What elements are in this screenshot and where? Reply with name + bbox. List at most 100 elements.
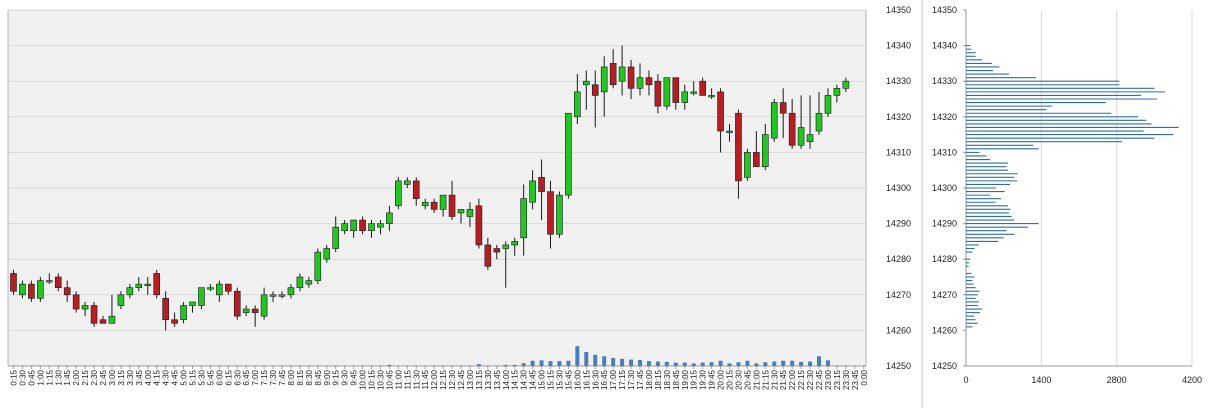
candle-body xyxy=(127,288,133,295)
candle-body xyxy=(28,284,34,298)
x-tick-label: 23:15 xyxy=(833,369,842,390)
x-tick-label: 5:15 xyxy=(189,369,198,385)
x-tick-label: 1:30 xyxy=(54,369,63,385)
x-tick-label: 5:45 xyxy=(206,369,215,385)
x-tick-label: 14:45 xyxy=(529,369,538,390)
candle-body xyxy=(118,295,124,306)
candle-body xyxy=(664,78,670,106)
x-tick-label: 14:00 xyxy=(502,369,511,390)
candle-body xyxy=(628,67,634,88)
y-tick-label: 14320 xyxy=(886,112,911,122)
volume-bar xyxy=(504,365,508,366)
x-tick-label: 16:15 xyxy=(582,369,591,390)
volume-bar xyxy=(513,365,517,366)
x-tick-label: 8:15 xyxy=(296,369,305,385)
candle-body xyxy=(261,295,267,316)
candle-body xyxy=(700,81,706,95)
x-tick-label: 11:15 xyxy=(403,369,412,389)
y-tick-label: 14290 xyxy=(886,219,911,229)
x-tick-label: 16:00 xyxy=(573,369,582,390)
candle-body xyxy=(19,284,25,295)
x-tick-label: 7:00 xyxy=(251,369,260,385)
volume-bar xyxy=(754,363,758,366)
x-tick-label: 22:45 xyxy=(815,369,824,390)
y-tick-label: 14280 xyxy=(886,254,911,264)
volume-bar xyxy=(629,360,633,366)
candle-body xyxy=(386,213,392,224)
candle-body xyxy=(789,113,795,145)
volume-bar xyxy=(522,363,526,366)
x-tick-label: 8:00 xyxy=(287,369,296,385)
x-tick-label: 20:30 xyxy=(734,369,743,390)
candle-body xyxy=(100,320,106,324)
candle-body xyxy=(709,95,715,97)
x-tick-label: 6:15 xyxy=(224,369,233,385)
y-tick-label: 14290 xyxy=(932,219,957,229)
x-tick-label: 3:30 xyxy=(126,369,135,385)
candle-body xyxy=(691,92,697,94)
candle-body xyxy=(503,245,509,249)
volume-bar xyxy=(647,361,651,366)
x-tick-label: 7:30 xyxy=(269,369,278,385)
x-tick-label: 8:30 xyxy=(305,369,314,385)
candle-body xyxy=(216,284,222,295)
x-tick-label: 21:15 xyxy=(761,369,770,390)
x-tick-label: 1:00 xyxy=(36,369,45,385)
x-tick-label: 11:45 xyxy=(421,369,430,389)
x-tick-label: 6:00 xyxy=(215,369,224,385)
volume-bar xyxy=(602,356,606,366)
volume-bar xyxy=(665,362,669,366)
x-tick-label: 2:15 xyxy=(81,369,90,385)
x-tick-label: 12:45 xyxy=(457,369,466,390)
x-tick-label: 3:15 xyxy=(117,369,126,385)
volume-bar xyxy=(575,346,579,366)
candle-body xyxy=(190,302,196,306)
candle-body xyxy=(807,135,813,142)
candle-body xyxy=(682,92,688,103)
volume-bar xyxy=(728,363,732,366)
y-tick-label: 14340 xyxy=(886,41,911,51)
x-tick-label: 13:15 xyxy=(475,369,484,390)
volume-bar xyxy=(817,356,821,366)
x-tick-label: 16:30 xyxy=(591,369,600,390)
candle-body xyxy=(198,288,204,306)
x-tick-label: 2800 xyxy=(1107,375,1127,385)
candle-body xyxy=(145,284,151,286)
volume-bar xyxy=(781,361,785,366)
volume-bar xyxy=(540,360,544,366)
y-tick-label: 14350 xyxy=(886,5,911,15)
x-tick-label: 9:30 xyxy=(341,369,350,385)
candle-body xyxy=(252,309,258,313)
x-tick-label: 18:30 xyxy=(663,369,672,390)
candle-body xyxy=(422,202,428,206)
x-tick-label: 2:00 xyxy=(72,369,81,385)
x-tick-label: 13:00 xyxy=(466,369,475,390)
candle-body xyxy=(458,209,464,213)
x-tick-label: 10:00 xyxy=(359,369,368,390)
candle-body xyxy=(512,241,518,245)
x-tick-label: 21:00 xyxy=(752,369,761,390)
x-tick-label: 17:30 xyxy=(627,369,636,390)
candle-body xyxy=(172,320,178,324)
x-tick-label: 9:15 xyxy=(332,369,341,385)
x-tick-label: 5:00 xyxy=(180,369,189,385)
x-tick-label: 18:45 xyxy=(672,369,681,390)
x-tick-label: 12:00 xyxy=(430,369,439,390)
x-tick-label: 17:15 xyxy=(618,369,627,390)
candle-body xyxy=(46,281,52,283)
x-tick-label: 22:30 xyxy=(806,369,815,390)
x-tick-label: 6:30 xyxy=(233,369,242,385)
x-tick-label: 13:45 xyxy=(493,369,502,390)
candle-body xyxy=(485,245,491,266)
x-tick-label: 15:45 xyxy=(564,369,573,390)
candle-body xyxy=(55,277,61,288)
x-tick-label: 19:15 xyxy=(690,369,699,390)
x-tick-label: 4:30 xyxy=(162,369,171,385)
x-tick-label: 22:15 xyxy=(797,369,806,390)
candle-body xyxy=(744,152,750,177)
volume-bar xyxy=(387,365,391,366)
volume-bar xyxy=(593,355,597,366)
y-tick-label: 14280 xyxy=(932,254,957,264)
volume-bar xyxy=(799,362,803,366)
